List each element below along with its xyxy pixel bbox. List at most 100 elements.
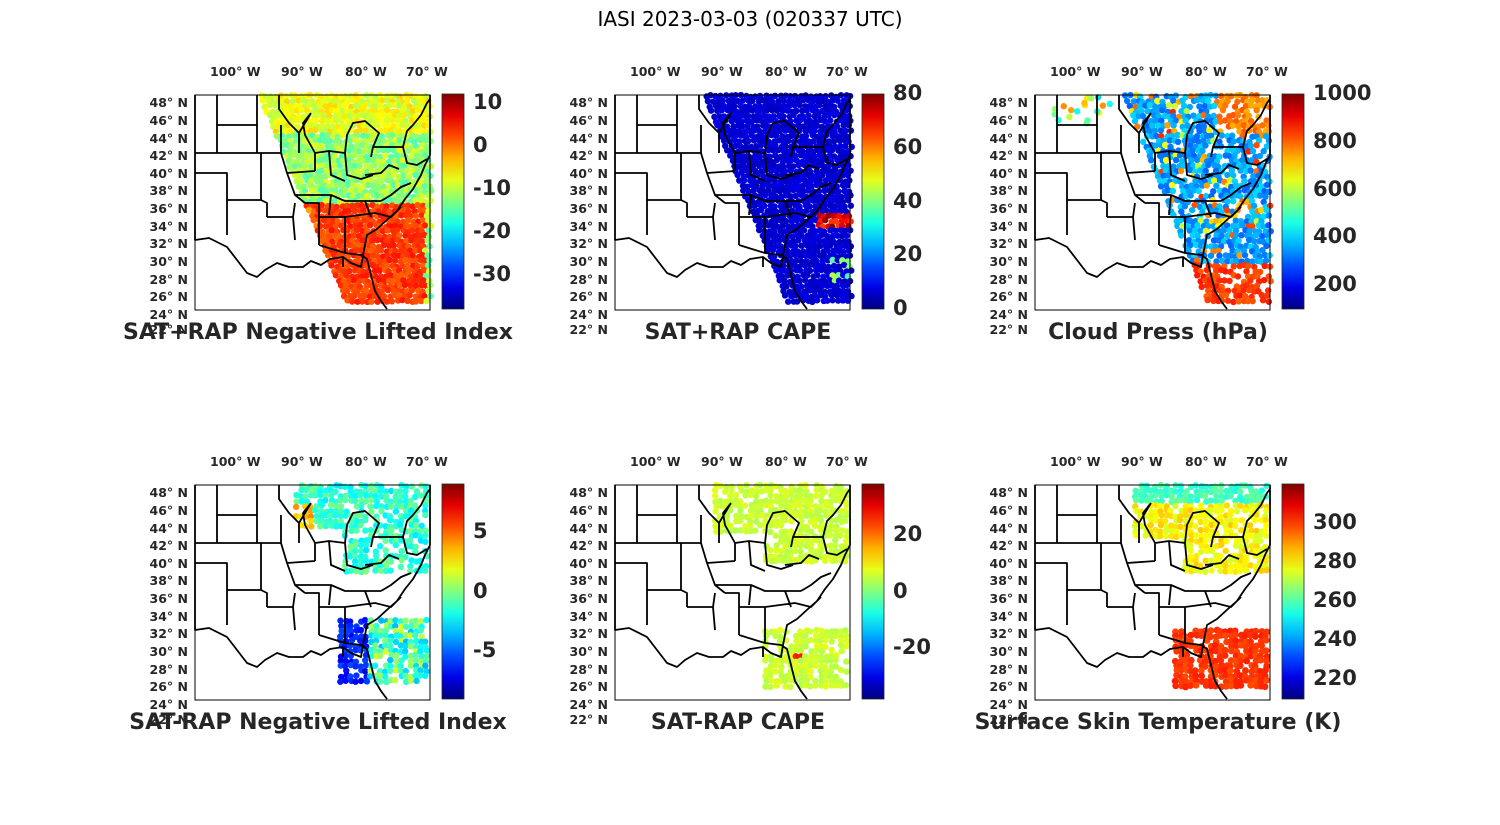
data-point bbox=[1183, 108, 1190, 115]
data-point bbox=[398, 556, 405, 564]
data-point bbox=[840, 121, 847, 129]
data-point bbox=[828, 646, 835, 654]
data-point bbox=[817, 542, 824, 550]
data-point bbox=[308, 486, 316, 494]
data-point bbox=[1212, 217, 1220, 225]
data-point bbox=[337, 512, 344, 520]
data-point bbox=[402, 498, 410, 505]
data-point bbox=[414, 106, 421, 114]
lat-tick-label: 42° N bbox=[569, 148, 608, 163]
data-point bbox=[423, 652, 430, 660]
data-point bbox=[1232, 118, 1240, 125]
data-point bbox=[406, 292, 413, 299]
data-point bbox=[323, 117, 331, 124]
data-point bbox=[1201, 492, 1209, 500]
colorbar-tick-label: 800 bbox=[1313, 128, 1357, 153]
data-point bbox=[369, 237, 376, 244]
data-point bbox=[1226, 176, 1234, 184]
data-point bbox=[777, 668, 784, 675]
data-point bbox=[354, 288, 361, 295]
data-point bbox=[288, 142, 295, 149]
lon-tick-label: 80° W bbox=[345, 64, 387, 79]
data-point bbox=[1232, 522, 1239, 530]
data-point bbox=[397, 488, 404, 495]
data-point bbox=[1170, 97, 1177, 105]
data-point bbox=[818, 172, 826, 179]
data-point bbox=[1213, 232, 1220, 239]
data-point bbox=[1168, 527, 1175, 535]
data-point bbox=[1222, 632, 1229, 640]
data-point bbox=[318, 201, 325, 209]
data-point bbox=[809, 282, 817, 290]
data-point bbox=[1244, 262, 1252, 270]
data-point bbox=[1248, 507, 1255, 514]
data-point bbox=[1178, 107, 1185, 115]
data-point bbox=[399, 167, 406, 175]
data-point bbox=[1126, 102, 1134, 110]
data-point bbox=[821, 187, 828, 194]
data-point bbox=[768, 107, 776, 114]
data-point bbox=[1130, 98, 1138, 105]
data-point bbox=[319, 132, 326, 139]
data-point bbox=[1242, 293, 1249, 300]
lat-tick-label: 24° N bbox=[149, 307, 188, 322]
lat-tick-label: 46° N bbox=[149, 113, 188, 128]
data-point bbox=[266, 101, 274, 109]
data-point bbox=[772, 232, 780, 239]
data-point bbox=[383, 678, 390, 686]
data-point bbox=[1233, 182, 1240, 190]
data-point bbox=[420, 266, 428, 274]
lat-tick-label: 22° N bbox=[989, 322, 1028, 337]
data-point bbox=[1248, 497, 1255, 504]
data-point bbox=[1262, 257, 1270, 264]
data-point bbox=[392, 622, 399, 630]
data-point bbox=[769, 146, 776, 154]
data-point bbox=[741, 502, 749, 509]
data-point bbox=[1215, 237, 1222, 244]
data-point bbox=[1158, 107, 1166, 114]
data-point bbox=[827, 657, 834, 664]
data-point bbox=[316, 523, 324, 530]
data-point bbox=[331, 162, 338, 169]
data-point bbox=[811, 522, 819, 530]
data-point bbox=[359, 132, 367, 139]
data-point bbox=[803, 536, 810, 544]
data-point bbox=[1265, 137, 1273, 144]
data-point bbox=[1226, 252, 1234, 259]
data-point bbox=[740, 187, 747, 194]
data-point bbox=[745, 137, 752, 145]
data-point bbox=[1246, 522, 1254, 529]
data-point bbox=[402, 256, 409, 264]
data-point bbox=[387, 567, 394, 574]
data-point bbox=[822, 683, 829, 690]
data-point bbox=[369, 182, 377, 190]
data-point bbox=[311, 126, 319, 134]
colorbar-tick-label: 0 bbox=[893, 296, 908, 320]
data-point bbox=[351, 232, 358, 239]
data-point bbox=[351, 497, 359, 505]
data-point bbox=[395, 277, 402, 284]
data-point bbox=[788, 491, 795, 499]
data-point bbox=[792, 556, 799, 564]
data-point bbox=[322, 233, 329, 240]
data-point bbox=[818, 232, 825, 239]
data-point bbox=[397, 247, 405, 254]
data-point bbox=[388, 131, 396, 139]
data-point bbox=[797, 628, 804, 635]
data-point bbox=[1132, 487, 1139, 495]
lat-tick-label: 26° N bbox=[149, 679, 188, 694]
panel-title: SAT+RAP Negative Lifted Index bbox=[123, 320, 513, 345]
data-point bbox=[760, 112, 768, 120]
data-point bbox=[837, 641, 845, 649]
data-point bbox=[732, 142, 739, 150]
state-borders bbox=[1034, 485, 1271, 700]
data-point bbox=[782, 143, 789, 150]
data-point bbox=[351, 292, 358, 299]
data-point bbox=[312, 492, 319, 499]
data-point bbox=[734, 157, 741, 164]
data-point bbox=[1187, 498, 1194, 505]
data-point bbox=[412, 298, 420, 305]
data-point bbox=[772, 662, 780, 669]
lon-tick-label: 80° W bbox=[765, 64, 807, 79]
data-point bbox=[813, 181, 820, 189]
